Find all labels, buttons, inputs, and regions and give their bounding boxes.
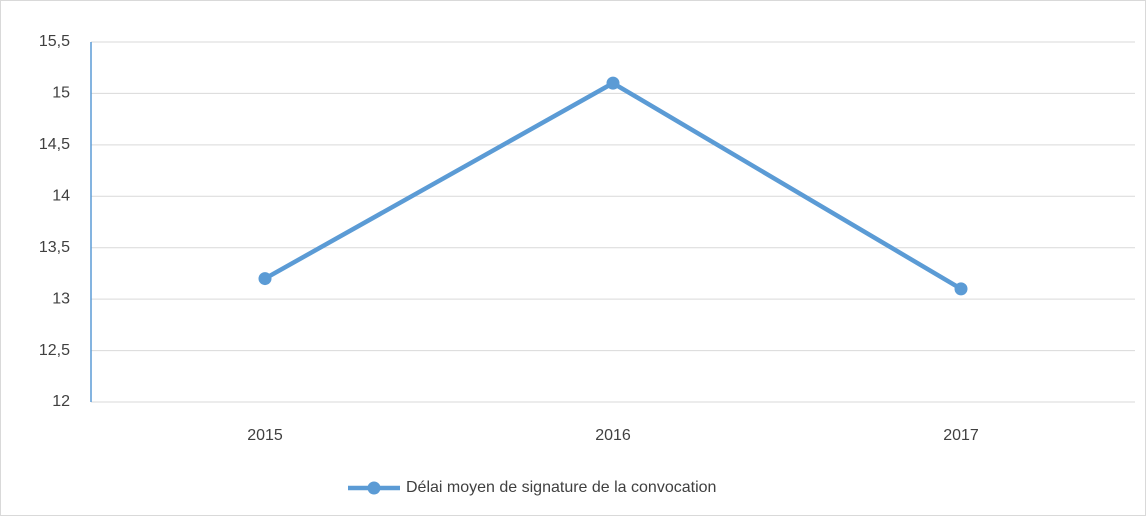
y-tick-label: 13,5 [39, 239, 70, 256]
y-tick-label: 12 [52, 393, 70, 410]
data-point [258, 272, 272, 286]
y-tick-label: 13 [52, 290, 70, 307]
y-tick-label: 12,5 [39, 342, 70, 359]
x-tick-label: 2015 [247, 427, 283, 444]
y-tick-label: 14,5 [39, 136, 70, 153]
data-point [954, 282, 968, 296]
legend-marker [367, 481, 381, 495]
legend-label: Délai moyen de signature de la convocati… [406, 479, 716, 496]
y-tick-label: 15,5 [39, 33, 70, 50]
y-tick-label: 15 [52, 85, 70, 102]
x-tick-label: 2016 [595, 427, 631, 444]
y-tick-label: 14 [52, 188, 70, 205]
x-tick-label: 2017 [943, 427, 979, 444]
data-point [606, 76, 620, 90]
